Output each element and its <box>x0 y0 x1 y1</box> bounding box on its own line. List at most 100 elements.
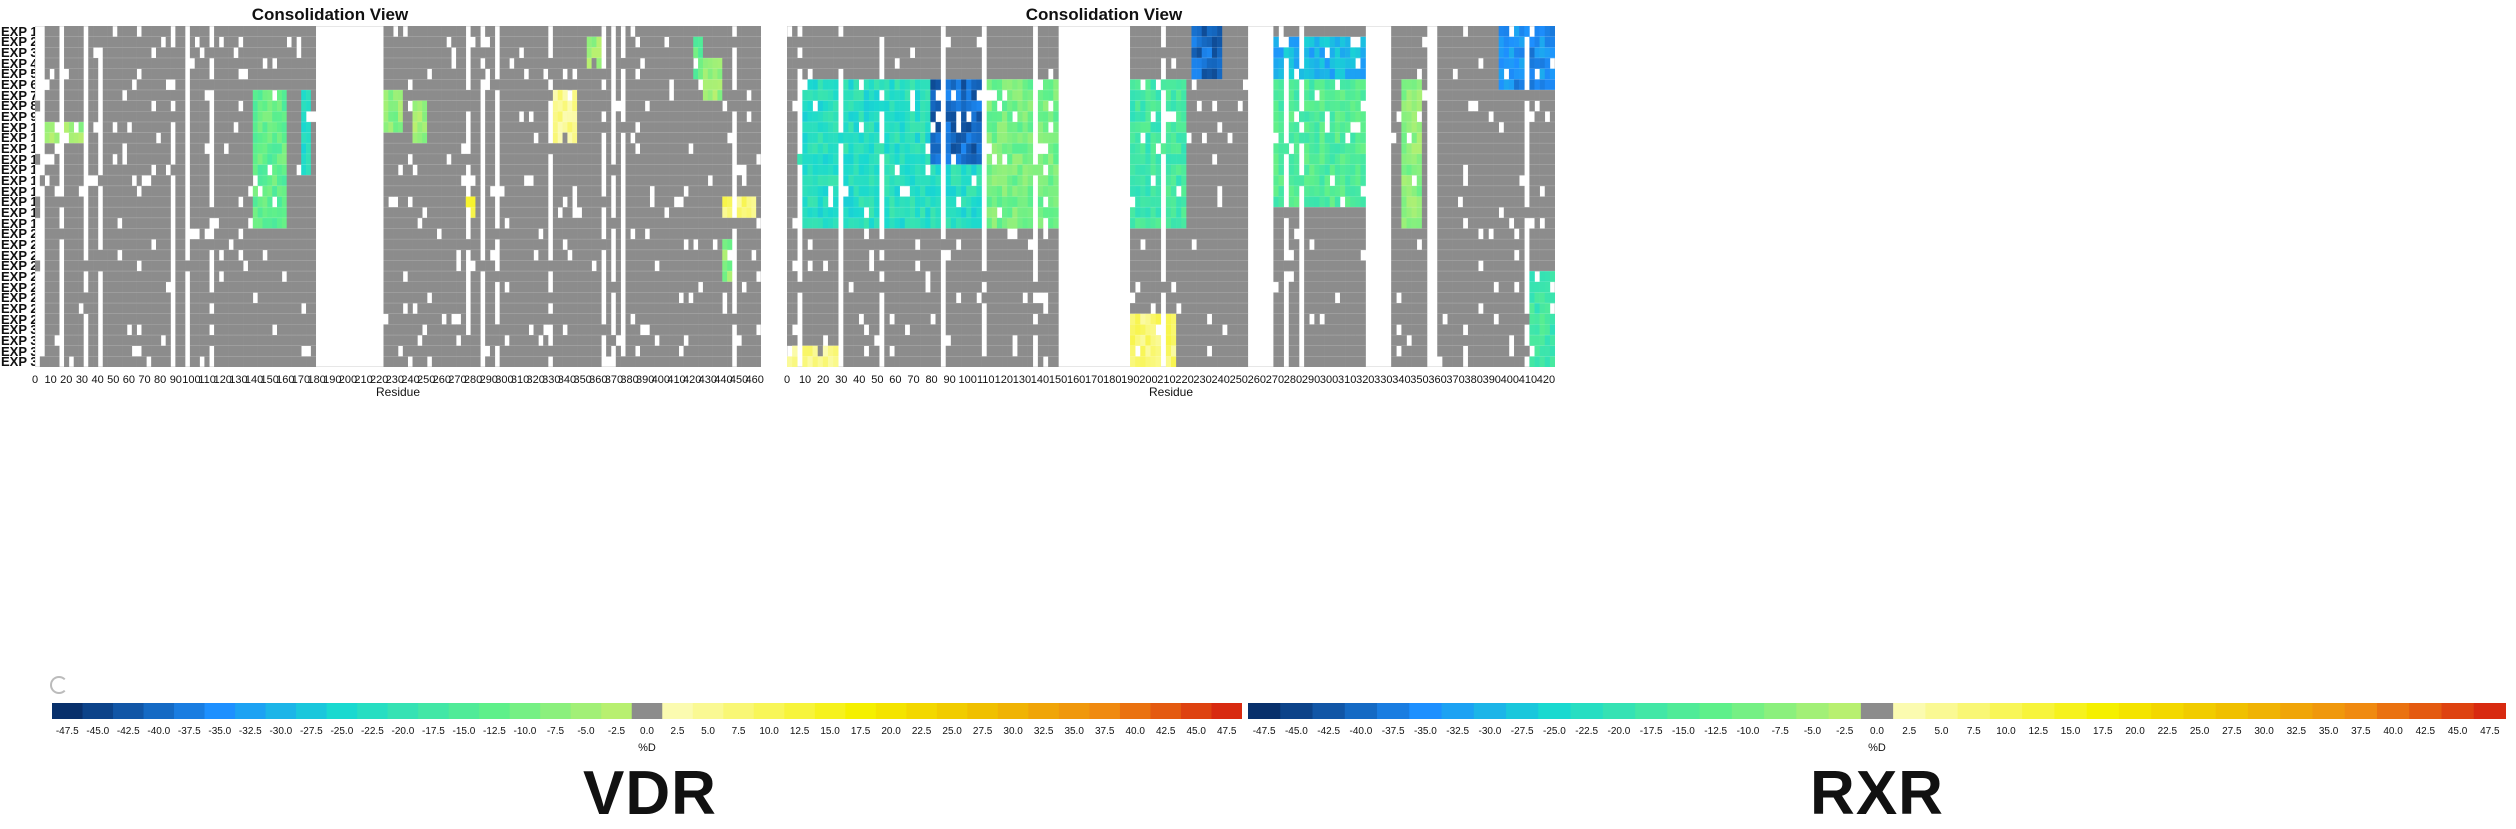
heatmap-cell <box>669 175 674 186</box>
heatmap-cell <box>1540 133 1545 144</box>
heatmap-cell <box>1191 133 1196 144</box>
heatmap-cell <box>1360 122 1365 133</box>
heatmap-cell <box>122 26 127 37</box>
heatmap-cell <box>971 111 976 122</box>
heatmap-cell <box>500 197 505 208</box>
heatmap-cell <box>543 218 548 229</box>
heatmap-cell <box>224 271 229 282</box>
heatmap-cell <box>635 175 640 186</box>
heatmap-cell <box>190 324 195 335</box>
heatmap-cell <box>127 79 132 90</box>
heatmap-cell <box>224 90 229 101</box>
heatmap-cell <box>567 26 572 37</box>
heatmap-cell <box>529 250 534 261</box>
chart-title: Consolidation View <box>1026 5 1182 25</box>
heatmap-cell <box>461 207 466 218</box>
heatmap-cell <box>413 239 418 250</box>
heatmap-cell <box>787 90 792 101</box>
heatmap-cell <box>267 207 272 218</box>
heatmap-cell <box>190 292 195 303</box>
heatmap-cell <box>742 239 747 250</box>
heatmap-cell <box>103 47 108 58</box>
heatmap-cell <box>180 143 185 154</box>
heatmap-cell <box>451 303 456 314</box>
heatmap-cell <box>1038 122 1043 133</box>
heatmap-cell <box>708 356 713 367</box>
heatmap-cell <box>587 101 592 112</box>
heatmap-cell <box>427 122 432 133</box>
heatmap-cell <box>137 197 142 208</box>
heatmap-cell <box>650 335 655 346</box>
heatmap-cell <box>282 335 287 346</box>
heatmap-cell <box>69 250 74 261</box>
heatmap-cell <box>558 101 563 112</box>
heatmap-cell <box>664 122 669 133</box>
heatmap-cell <box>925 26 930 37</box>
heatmap-cell <box>848 58 853 69</box>
heatmap-cell <box>287 207 292 218</box>
heatmap-cell <box>976 26 981 37</box>
heatmap-cell <box>59 197 64 208</box>
heatmap-cell <box>746 47 751 58</box>
heatmap-cell <box>625 111 630 122</box>
heatmap-cell <box>1514 90 1519 101</box>
heatmap-cell <box>282 58 287 69</box>
heatmap-cell <box>727 271 732 282</box>
heatmap-cell <box>504 271 509 282</box>
heatmap-cell <box>1350 133 1355 144</box>
heatmap-cell <box>214 143 219 154</box>
heatmap-cell <box>1135 47 1140 58</box>
heatmap-cell <box>64 197 69 208</box>
heatmap-cell <box>1212 133 1217 144</box>
heatmap-cell <box>1279 69 1284 80</box>
heatmap-cell <box>751 122 756 133</box>
heatmap-cell <box>524 79 529 90</box>
heatmap-cell <box>1401 122 1406 133</box>
heatmap-cell <box>214 335 219 346</box>
heatmap-cell <box>915 133 920 144</box>
heatmap-cell <box>132 260 137 271</box>
heatmap-cell <box>1227 69 1232 80</box>
heatmap-cell <box>296 26 301 37</box>
heatmap-cell <box>403 58 408 69</box>
heatmap-cell <box>698 260 703 271</box>
heatmap-cell <box>272 346 277 357</box>
heatmap-cell <box>703 271 708 282</box>
heatmap-cell <box>992 111 997 122</box>
heatmap-cell <box>132 314 137 325</box>
heatmap-cell <box>161 197 166 208</box>
heatmap-cell <box>1319 58 1324 69</box>
heatmap-cell <box>529 165 534 176</box>
heatmap-cell <box>190 101 195 112</box>
heatmap-cell <box>1463 79 1468 90</box>
heatmap-cell <box>813 90 818 101</box>
heatmap-cell <box>267 356 272 367</box>
heatmap-cell <box>93 271 98 282</box>
heatmap-cell <box>413 69 418 80</box>
heatmap-cell <box>1309 58 1314 69</box>
heatmap-cell <box>175 260 180 271</box>
heatmap-cell <box>398 101 403 112</box>
heatmap-cell <box>616 239 621 250</box>
heatmap-cell <box>1135 79 1140 90</box>
heatmap-cell <box>69 79 74 90</box>
heatmap-cell <box>529 303 534 314</box>
heatmap-cell <box>708 47 713 58</box>
heatmap-cell <box>514 47 519 58</box>
heatmap-cell <box>1314 111 1319 122</box>
heatmap-cell <box>200 26 205 37</box>
heatmap-cell <box>258 314 263 325</box>
heatmap-cell <box>1401 133 1406 144</box>
heatmap-cell <box>301 356 306 367</box>
heatmap-cell <box>417 175 422 186</box>
heatmap-cell <box>500 356 505 367</box>
heatmap-cell <box>437 111 442 122</box>
heatmap-cell <box>534 143 539 154</box>
heatmap-cell <box>204 111 209 122</box>
heatmap-cell <box>417 282 422 293</box>
heatmap-cell <box>238 271 243 282</box>
heatmap-cell <box>398 37 403 48</box>
heatmap-cell <box>1151 101 1156 112</box>
heatmap-cell <box>655 324 660 335</box>
heatmap-cell <box>625 122 630 133</box>
